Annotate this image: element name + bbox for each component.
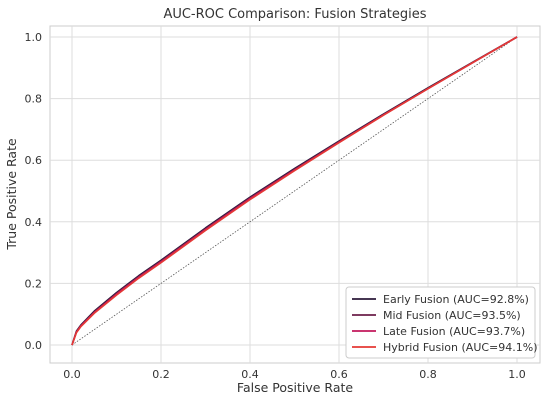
chart-title: AUC-ROC Comparison: Fusion Strategies	[163, 7, 426, 22]
legend-label: Late Fusion (AUC=93.7%)	[383, 325, 525, 338]
x-tick-label: 0.6	[330, 368, 348, 381]
y-tick-label: 0.4	[25, 216, 43, 229]
legend-label: Hybrid Fusion (AUC=94.1%)	[383, 341, 538, 354]
y-tick-label: 0.2	[25, 277, 43, 290]
y-tick-labels: 0.0 0.2 0.4 0.6 0.8 1.0	[25, 31, 43, 352]
y-tick-label: 0.8	[25, 93, 43, 106]
x-tick-label: 0.2	[152, 368, 170, 381]
reference-diagonal	[71, 36, 518, 346]
reference-line	[71, 36, 518, 346]
series-line	[71, 36, 518, 346]
x-tick-label: 0.4	[241, 368, 259, 381]
x-tick-label: 0.8	[419, 368, 437, 381]
y-axis-label: True Positive Rate	[4, 138, 19, 251]
y-tick-label: 0.0	[25, 339, 43, 352]
x-axis-label: False Positive Rate	[237, 380, 353, 395]
legend-label: Early Fusion (AUC=92.8%)	[383, 293, 529, 306]
x-tick-label: 1.0	[508, 368, 526, 381]
legend: Early Fusion (AUC=92.8%) Mid Fusion (AUC=…	[345, 286, 538, 359]
legend-label: Mid Fusion (AUC=93.5%)	[383, 309, 521, 322]
y-tick-label: 0.6	[25, 154, 43, 167]
x-tick-labels: 0.0 0.2 0.4 0.6 0.8 1.0	[63, 368, 526, 381]
y-tick-label: 1.0	[25, 31, 43, 44]
series-lines	[71, 36, 518, 346]
x-tick-label: 0.0	[63, 368, 81, 381]
legend-box	[345, 286, 536, 359]
